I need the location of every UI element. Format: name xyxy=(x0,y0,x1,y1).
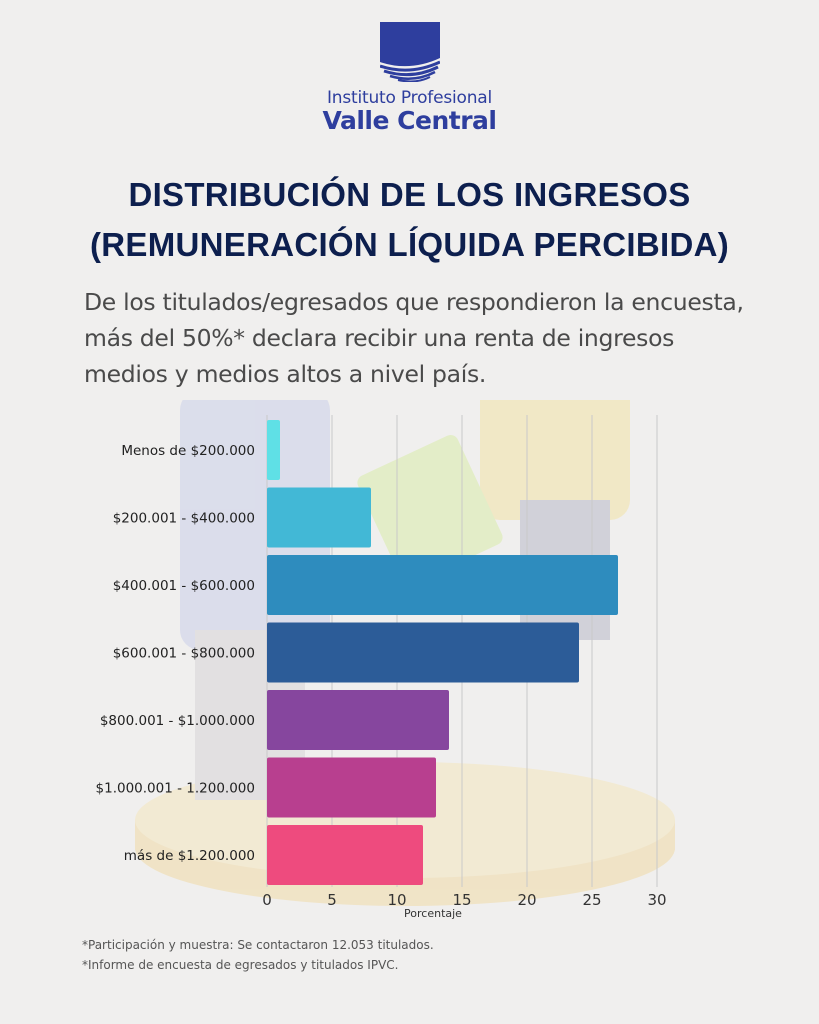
category-label: $200.001 - $400.000 xyxy=(113,511,255,527)
category-label: más de $1.200.000 xyxy=(124,848,255,864)
x-tick-labels: 0 5 10 15 20 25 30 xyxy=(262,891,666,909)
income-bar-chart: Menos de $200.000 $200.001 - $400.000 $400… xyxy=(96,400,675,920)
page-title-line2: (REMUNERACIÓN LÍQUIDA PERCIBIDA) xyxy=(89,226,730,263)
x-tick-label: 30 xyxy=(647,891,666,909)
bar xyxy=(267,757,436,818)
x-tick-label: 25 xyxy=(582,891,601,909)
bar xyxy=(267,487,371,548)
bars xyxy=(267,420,618,885)
intro-text: De los titulados/egresados que respondie… xyxy=(84,288,744,388)
wave-logo-icon xyxy=(379,22,440,82)
category-labels: Menos de $200.000 $200.001 - $400.000 $400… xyxy=(96,443,255,864)
brand-logo: Instituto Profesional Valle Central xyxy=(0,22,819,135)
brand-line1: Instituto Profesional xyxy=(326,88,493,108)
bar xyxy=(267,825,423,885)
x-tick-label: 15 xyxy=(452,891,471,909)
x-axis-label: Porcentaje xyxy=(404,907,462,920)
bar xyxy=(267,555,618,615)
x-tick-label: 0 xyxy=(262,891,272,909)
footnote-2: *Informe de encuesta de egresados y titu… xyxy=(82,958,399,972)
category-label: $800.001 - $1.000.000 xyxy=(100,713,255,729)
x-tick-label: 20 xyxy=(517,891,536,909)
category-label: $1.000.001 - 1.200.000 xyxy=(96,781,255,797)
bar xyxy=(267,690,449,750)
x-tick-label: 5 xyxy=(327,891,337,909)
category-label: Menos de $200.000 xyxy=(121,443,255,459)
bar xyxy=(267,420,280,480)
category-label: $400.001 - $600.000 xyxy=(113,578,255,594)
footnote-1: *Participación y muestra: Se contactaron… xyxy=(82,938,434,952)
page-title-line1: DISTRIBUCIÓN DE LOS INGRESOS xyxy=(128,176,691,213)
brand-line2: Valle Central xyxy=(322,106,497,135)
category-label: $600.001 - $800.000 xyxy=(113,646,255,662)
x-tick-label: 10 xyxy=(387,891,406,909)
bar xyxy=(267,622,579,683)
